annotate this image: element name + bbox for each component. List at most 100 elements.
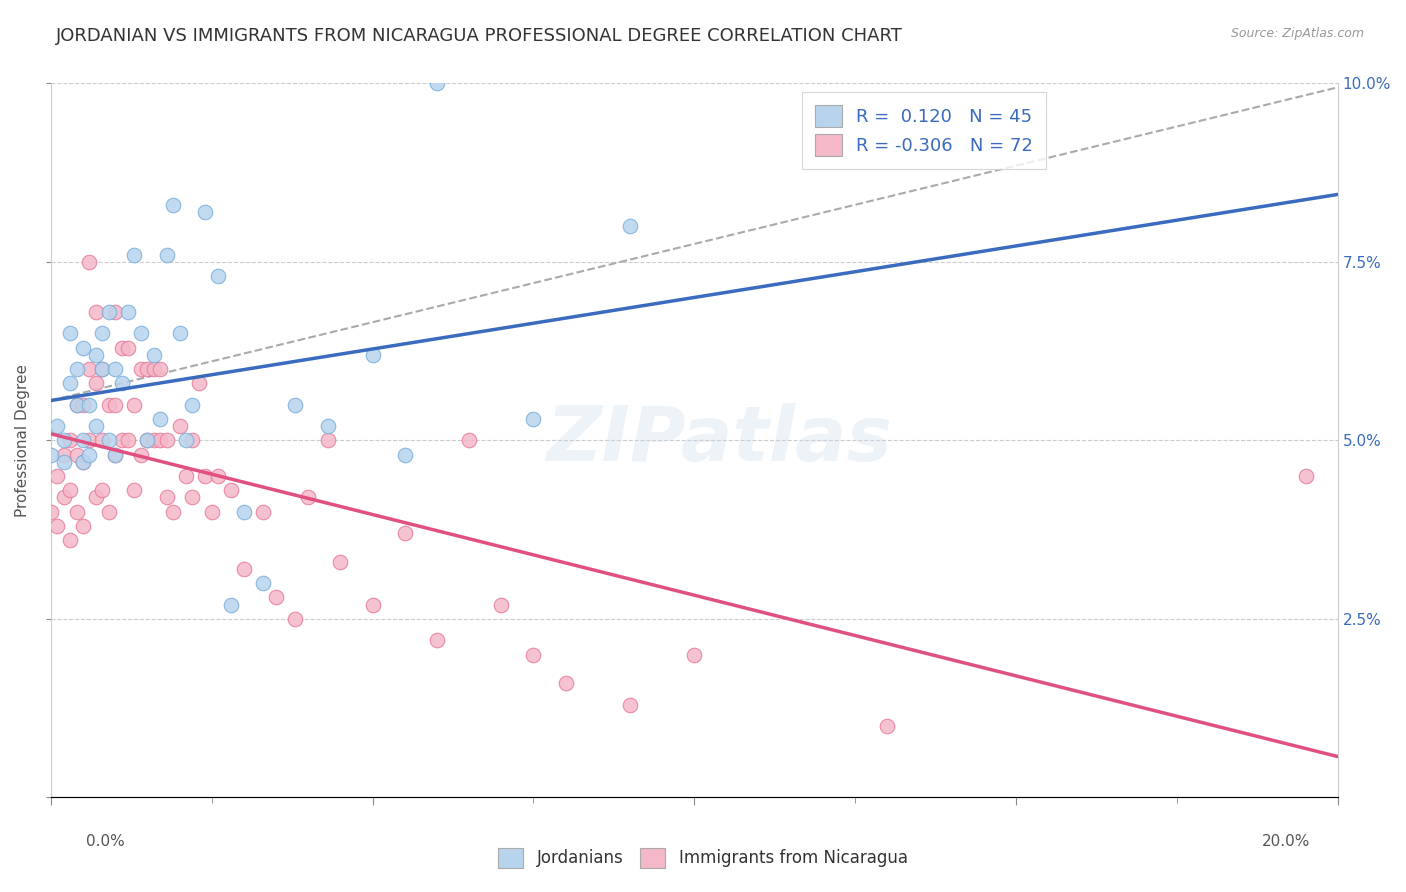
Point <box>252 576 274 591</box>
Point <box>619 219 641 234</box>
Point <box>59 376 82 391</box>
Point <box>91 362 114 376</box>
Point <box>181 434 204 448</box>
Point <box>136 362 159 376</box>
Point <box>264 591 287 605</box>
Point <box>458 434 481 448</box>
Point <box>207 469 229 483</box>
Point <box>91 434 114 448</box>
Point <box>522 412 544 426</box>
Point <box>59 326 82 341</box>
Point <box>97 305 120 319</box>
Point <box>110 434 132 448</box>
Point <box>117 341 139 355</box>
Point <box>124 483 146 498</box>
Point <box>683 648 706 662</box>
Point <box>219 483 242 498</box>
Point <box>162 198 184 212</box>
Point <box>554 676 576 690</box>
Point <box>72 341 94 355</box>
Point <box>91 362 114 376</box>
Point <box>142 434 165 448</box>
Point <box>426 633 449 648</box>
Point <box>522 648 544 662</box>
Point <box>72 455 94 469</box>
Point <box>110 376 132 391</box>
Point <box>201 505 224 519</box>
Point <box>361 348 384 362</box>
Point <box>252 505 274 519</box>
Point <box>232 562 254 576</box>
Point <box>84 376 107 391</box>
Point <box>149 434 172 448</box>
Point <box>65 398 87 412</box>
Point <box>136 434 159 448</box>
Point <box>129 448 152 462</box>
Point <box>79 434 101 448</box>
Point <box>65 398 87 412</box>
Point <box>46 469 69 483</box>
Point <box>104 448 127 462</box>
Point <box>297 491 319 505</box>
Point <box>79 362 101 376</box>
Point <box>117 305 139 319</box>
Point <box>124 398 146 412</box>
Point <box>129 362 152 376</box>
Point <box>124 248 146 262</box>
Text: Source: ZipAtlas.com: Source: ZipAtlas.com <box>1230 27 1364 40</box>
Point <box>426 77 449 91</box>
Point <box>97 505 120 519</box>
Point <box>194 205 217 219</box>
Point <box>142 348 165 362</box>
Point <box>162 505 184 519</box>
Point <box>156 248 179 262</box>
Point <box>169 419 191 434</box>
Point <box>65 448 87 462</box>
Text: JORDANIAN VS IMMIGRANTS FROM NICARAGUA PROFESSIONAL DEGREE CORRELATION CHART: JORDANIAN VS IMMIGRANTS FROM NICARAGUA P… <box>56 27 903 45</box>
Point <box>181 398 204 412</box>
Point <box>104 362 127 376</box>
Point <box>142 362 165 376</box>
Point <box>361 598 384 612</box>
Point <box>219 598 242 612</box>
Point <box>284 398 307 412</box>
Point <box>316 419 339 434</box>
Point <box>174 469 197 483</box>
Point <box>65 362 87 376</box>
Point <box>232 505 254 519</box>
Point <box>59 483 82 498</box>
Text: 20.0%: 20.0% <box>1263 834 1310 849</box>
Point <box>316 434 339 448</box>
Point <box>1295 469 1317 483</box>
Point <box>110 341 132 355</box>
Legend: R =  0.120   N = 45, R = -0.306   N = 72: R = 0.120 N = 45, R = -0.306 N = 72 <box>801 93 1046 169</box>
Point <box>84 491 107 505</box>
Point <box>72 398 94 412</box>
Point <box>194 469 217 483</box>
Point <box>52 434 75 448</box>
Point <box>187 376 209 391</box>
Point <box>284 612 307 626</box>
Point <box>84 348 107 362</box>
Point <box>136 434 159 448</box>
Point <box>394 448 416 462</box>
Point <box>149 412 172 426</box>
Point <box>52 455 75 469</box>
Text: ZIPatlas: ZIPatlas <box>547 403 893 477</box>
Point <box>394 526 416 541</box>
Point <box>46 519 69 533</box>
Y-axis label: Professional Degree: Professional Degree <box>15 364 30 516</box>
Point <box>84 305 107 319</box>
Point <box>72 519 94 533</box>
Point <box>59 533 82 548</box>
Point <box>79 398 101 412</box>
Point <box>65 505 87 519</box>
Point <box>876 719 898 733</box>
Point <box>52 448 75 462</box>
Point <box>97 398 120 412</box>
Point <box>39 505 62 519</box>
Text: 0.0%: 0.0% <box>86 834 125 849</box>
Point <box>72 455 94 469</box>
Point <box>79 255 101 269</box>
Point <box>52 491 75 505</box>
